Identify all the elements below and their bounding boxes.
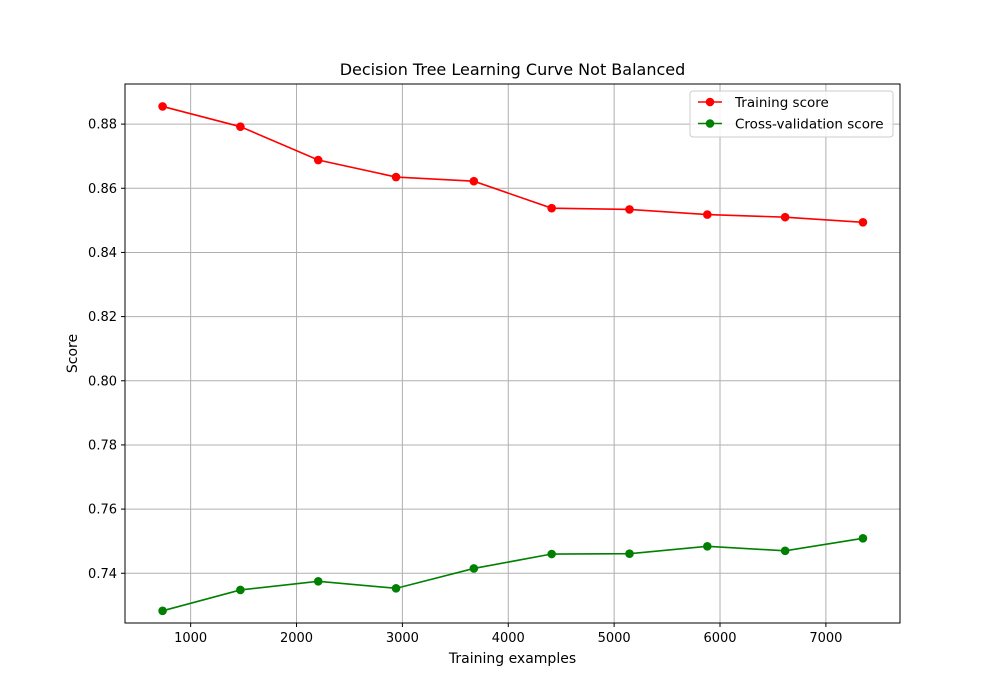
y-tick-label: 0.88 [88,118,117,133]
data-point [780,212,790,222]
legend-marker [705,97,715,107]
data-point [236,122,245,131]
x-tick-label: 6000 [703,631,736,646]
y-tick-label: 0.82 [88,310,117,325]
y-tick-label: 0.76 [88,503,117,518]
x-tick-label: 4000 [492,631,525,646]
legend-label: Cross-validation score [735,117,884,133]
series-line [162,537,864,612]
series-layer [158,102,868,616]
data-point [625,549,634,558]
y-tick-label: 0.84 [88,246,117,261]
x-tick-label: 7000 [809,631,842,646]
data-point [703,210,712,219]
x-tick-label: 2000 [280,631,313,646]
data-point [625,205,634,214]
chart-title: Decision Tree Learning Curve Not Balance… [340,60,686,79]
data-point [313,576,323,586]
data-point [158,102,167,111]
axis-ticks: 1000 2000 3000 4000 5000 6000 7000 0.74 0.76 0.78… [88,118,842,646]
data-point [469,564,479,573]
data-point [858,534,868,543]
series-training-score [158,102,868,227]
data-point [547,203,556,213]
x-axis-label: Training examples [448,651,576,667]
data-point [858,217,868,227]
data-point [158,606,167,616]
x-tick-label: 5000 [598,631,631,646]
data-point [391,584,401,593]
data-point [313,155,323,165]
x-tick-label: 3000 [386,631,419,646]
y-tick-label: 0.74 [88,567,117,582]
data-point [391,172,401,182]
data-point [469,176,479,186]
series-cross-validation-score [158,534,868,616]
series-line [162,105,863,224]
legend-box [689,90,894,138]
y-tick-label: 0.78 [88,438,117,453]
legend: Training score Cross-validation score [689,90,894,138]
y-axis-label: Score [65,334,81,373]
data-point [547,549,556,559]
legend-marker [705,119,715,128]
grid [125,84,900,623]
axes-frame [124,83,901,624]
data-point [703,542,712,551]
data-point [236,585,245,595]
data-point [780,546,790,556]
legend-label: Training score [734,95,829,111]
x-tick-label: 1000 [174,631,207,646]
y-tick-label: 0.86 [88,182,117,197]
y-tick-label: 0.80 [88,374,117,389]
